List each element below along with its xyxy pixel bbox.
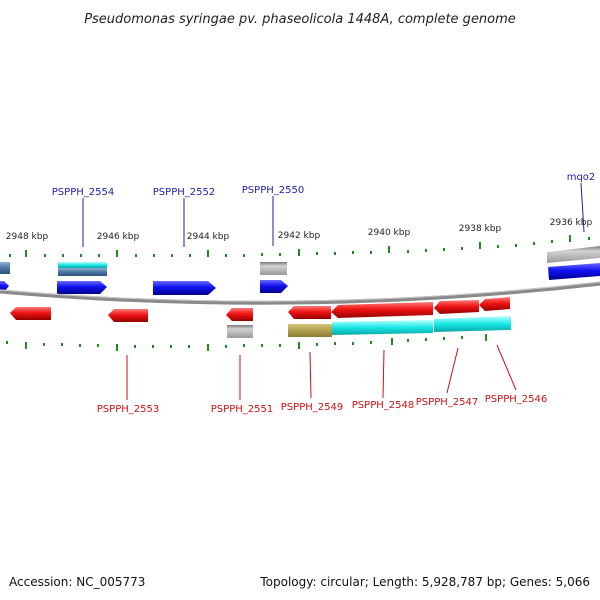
ruler-label: 2944 kbp: [187, 232, 230, 242]
inner-tick-row: [6, 334, 487, 351]
ruler-labels: 2948 kbp 2946 kbp 2944 kbp 2942 kbp 2940…: [6, 218, 593, 242]
gene-label-mqo2: mqo2: [567, 172, 596, 183]
ruler-label: 2942 kbp: [278, 231, 321, 241]
gene-label-pspph-2549: PSPPH_2549: [281, 402, 343, 413]
gene-label-pspph-2550: PSPPH_2550: [242, 185, 304, 196]
reverse-genes: [10, 297, 510, 322]
top-gene-labels: PSPPH_2554 PSPPH_2552 PSPPH_2550 mqo2: [52, 172, 596, 198]
bottom-gene-labels: PSPPH_2553 PSPPH_2551 PSPPH_2549 PSPPH_2…: [97, 394, 547, 415]
reverse-feature-track: [227, 316, 511, 338]
gene-label-pspph-2551: PSPPH_2551: [211, 404, 273, 415]
gene-label-pspph-2552: PSPPH_2552: [153, 187, 215, 198]
page-title: Pseudomonas syringae pv. phaseolicola 14…: [84, 12, 516, 27]
gene-label-pspph-2553: PSPPH_2553: [97, 404, 159, 415]
genome-backbone: [0, 281, 600, 305]
forward-feature-track: [0, 246, 600, 276]
ruler-label: 2938 kbp: [459, 224, 502, 234]
gene-label-pspph-2548: PSPPH_2548: [352, 400, 414, 411]
top-leader-lines: [82, 182, 585, 247]
topology-label: Topology: circular; Length: 5,928,787 bp…: [259, 575, 590, 589]
ruler-label: 2940 kbp: [368, 228, 411, 238]
accession-label: Accession: NC_005773: [9, 575, 145, 589]
gene-label-pspph-2546: PSPPH_2546: [485, 394, 547, 405]
gene-label-pspph-2554: PSPPH_2554: [52, 187, 114, 198]
forward-genes: [0, 263, 600, 295]
gene-label-pspph-2547: PSPPH_2547: [416, 397, 478, 408]
ruler-label: 2948 kbp: [6, 232, 49, 242]
ruler-label: 2936 kbp: [550, 218, 593, 228]
outer-tick-row: [9, 235, 590, 257]
bottom-leader-lines: [126, 344, 517, 400]
ruler-label: 2946 kbp: [97, 232, 140, 242]
